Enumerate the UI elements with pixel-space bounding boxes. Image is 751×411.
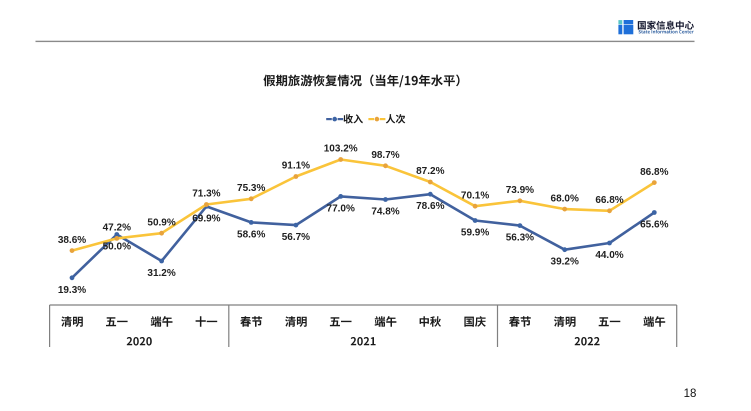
svg-text:50.0%: 50.0% [103,242,131,253]
svg-text:73.9%: 73.9% [506,185,534,196]
svg-text:77.0%: 77.0% [327,203,355,214]
svg-text:59.9%: 59.9% [461,228,489,239]
svg-text:65.6%: 65.6% [640,220,668,231]
svg-text:98.7%: 98.7% [371,150,399,161]
svg-text:78.6%: 78.6% [416,201,444,212]
svg-text:58.6%: 58.6% [237,229,265,240]
svg-text:56.3%: 56.3% [506,233,534,244]
svg-text:56.7%: 56.7% [282,232,310,243]
svg-text:74.8%: 74.8% [371,207,399,218]
svg-text:68.0%: 68.0% [551,193,579,204]
svg-text:69.9%: 69.9% [192,213,220,224]
svg-text:44.0%: 44.0% [595,250,623,261]
svg-text:19.3%: 19.3% [58,285,86,296]
svg-text:87.2%: 87.2% [416,166,444,177]
svg-text:18: 18 [684,388,697,400]
svg-text:50.9%: 50.9% [147,217,175,228]
svg-text:103.2%: 103.2% [324,144,358,155]
svg-text:70.1%: 70.1% [461,190,489,201]
svg-text:66.8%: 66.8% [595,195,623,206]
svg-text:31.2%: 31.2% [147,268,175,279]
svg-text:75.3%: 75.3% [237,183,265,194]
svg-text:47.2%: 47.2% [103,223,131,234]
svg-text:39.2%: 39.2% [551,257,579,268]
svg-text:38.6%: 38.6% [58,235,86,246]
svg-text:71.3%: 71.3% [192,189,220,200]
svg-text:86.8%: 86.8% [640,167,668,178]
svg-text:91.1%: 91.1% [282,161,310,172]
